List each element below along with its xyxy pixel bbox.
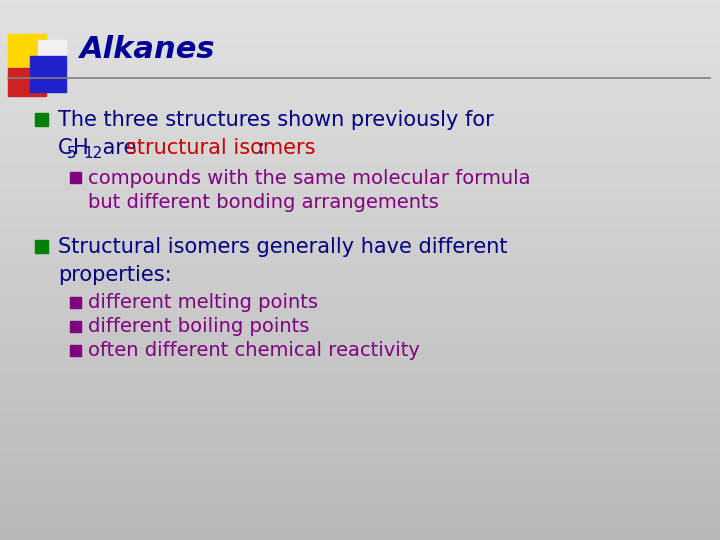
Text: The three structures shown previously for: The three structures shown previously fo…: [58, 110, 494, 130]
Bar: [70, 297, 81, 308]
Bar: [38, 40, 66, 68]
Text: structural isomers: structural isomers: [126, 138, 315, 158]
Bar: [35, 240, 48, 253]
Text: but different bonding arrangements: but different bonding arrangements: [88, 192, 438, 212]
Bar: [70, 321, 81, 332]
Text: properties:: properties:: [58, 265, 171, 285]
Bar: [70, 172, 81, 183]
Text: 5: 5: [67, 145, 76, 160]
Text: compounds with the same molecular formula: compounds with the same molecular formul…: [88, 168, 531, 187]
Text: different melting points: different melting points: [88, 294, 318, 313]
Text: different boiling points: different boiling points: [88, 318, 310, 336]
Text: 12: 12: [83, 145, 102, 160]
Bar: [8, 34, 46, 72]
Bar: [30, 56, 66, 92]
Text: often different chemical reactivity: often different chemical reactivity: [88, 341, 420, 361]
Text: C: C: [58, 138, 73, 158]
Text: Alkanes: Alkanes: [80, 36, 215, 64]
Text: are: are: [96, 138, 143, 158]
Bar: [70, 345, 81, 356]
Text: :: :: [258, 138, 265, 158]
Bar: [35, 113, 48, 126]
Text: Structural isomers generally have different: Structural isomers generally have differ…: [58, 237, 508, 257]
Bar: [8, 68, 46, 96]
Text: H: H: [73, 138, 89, 158]
